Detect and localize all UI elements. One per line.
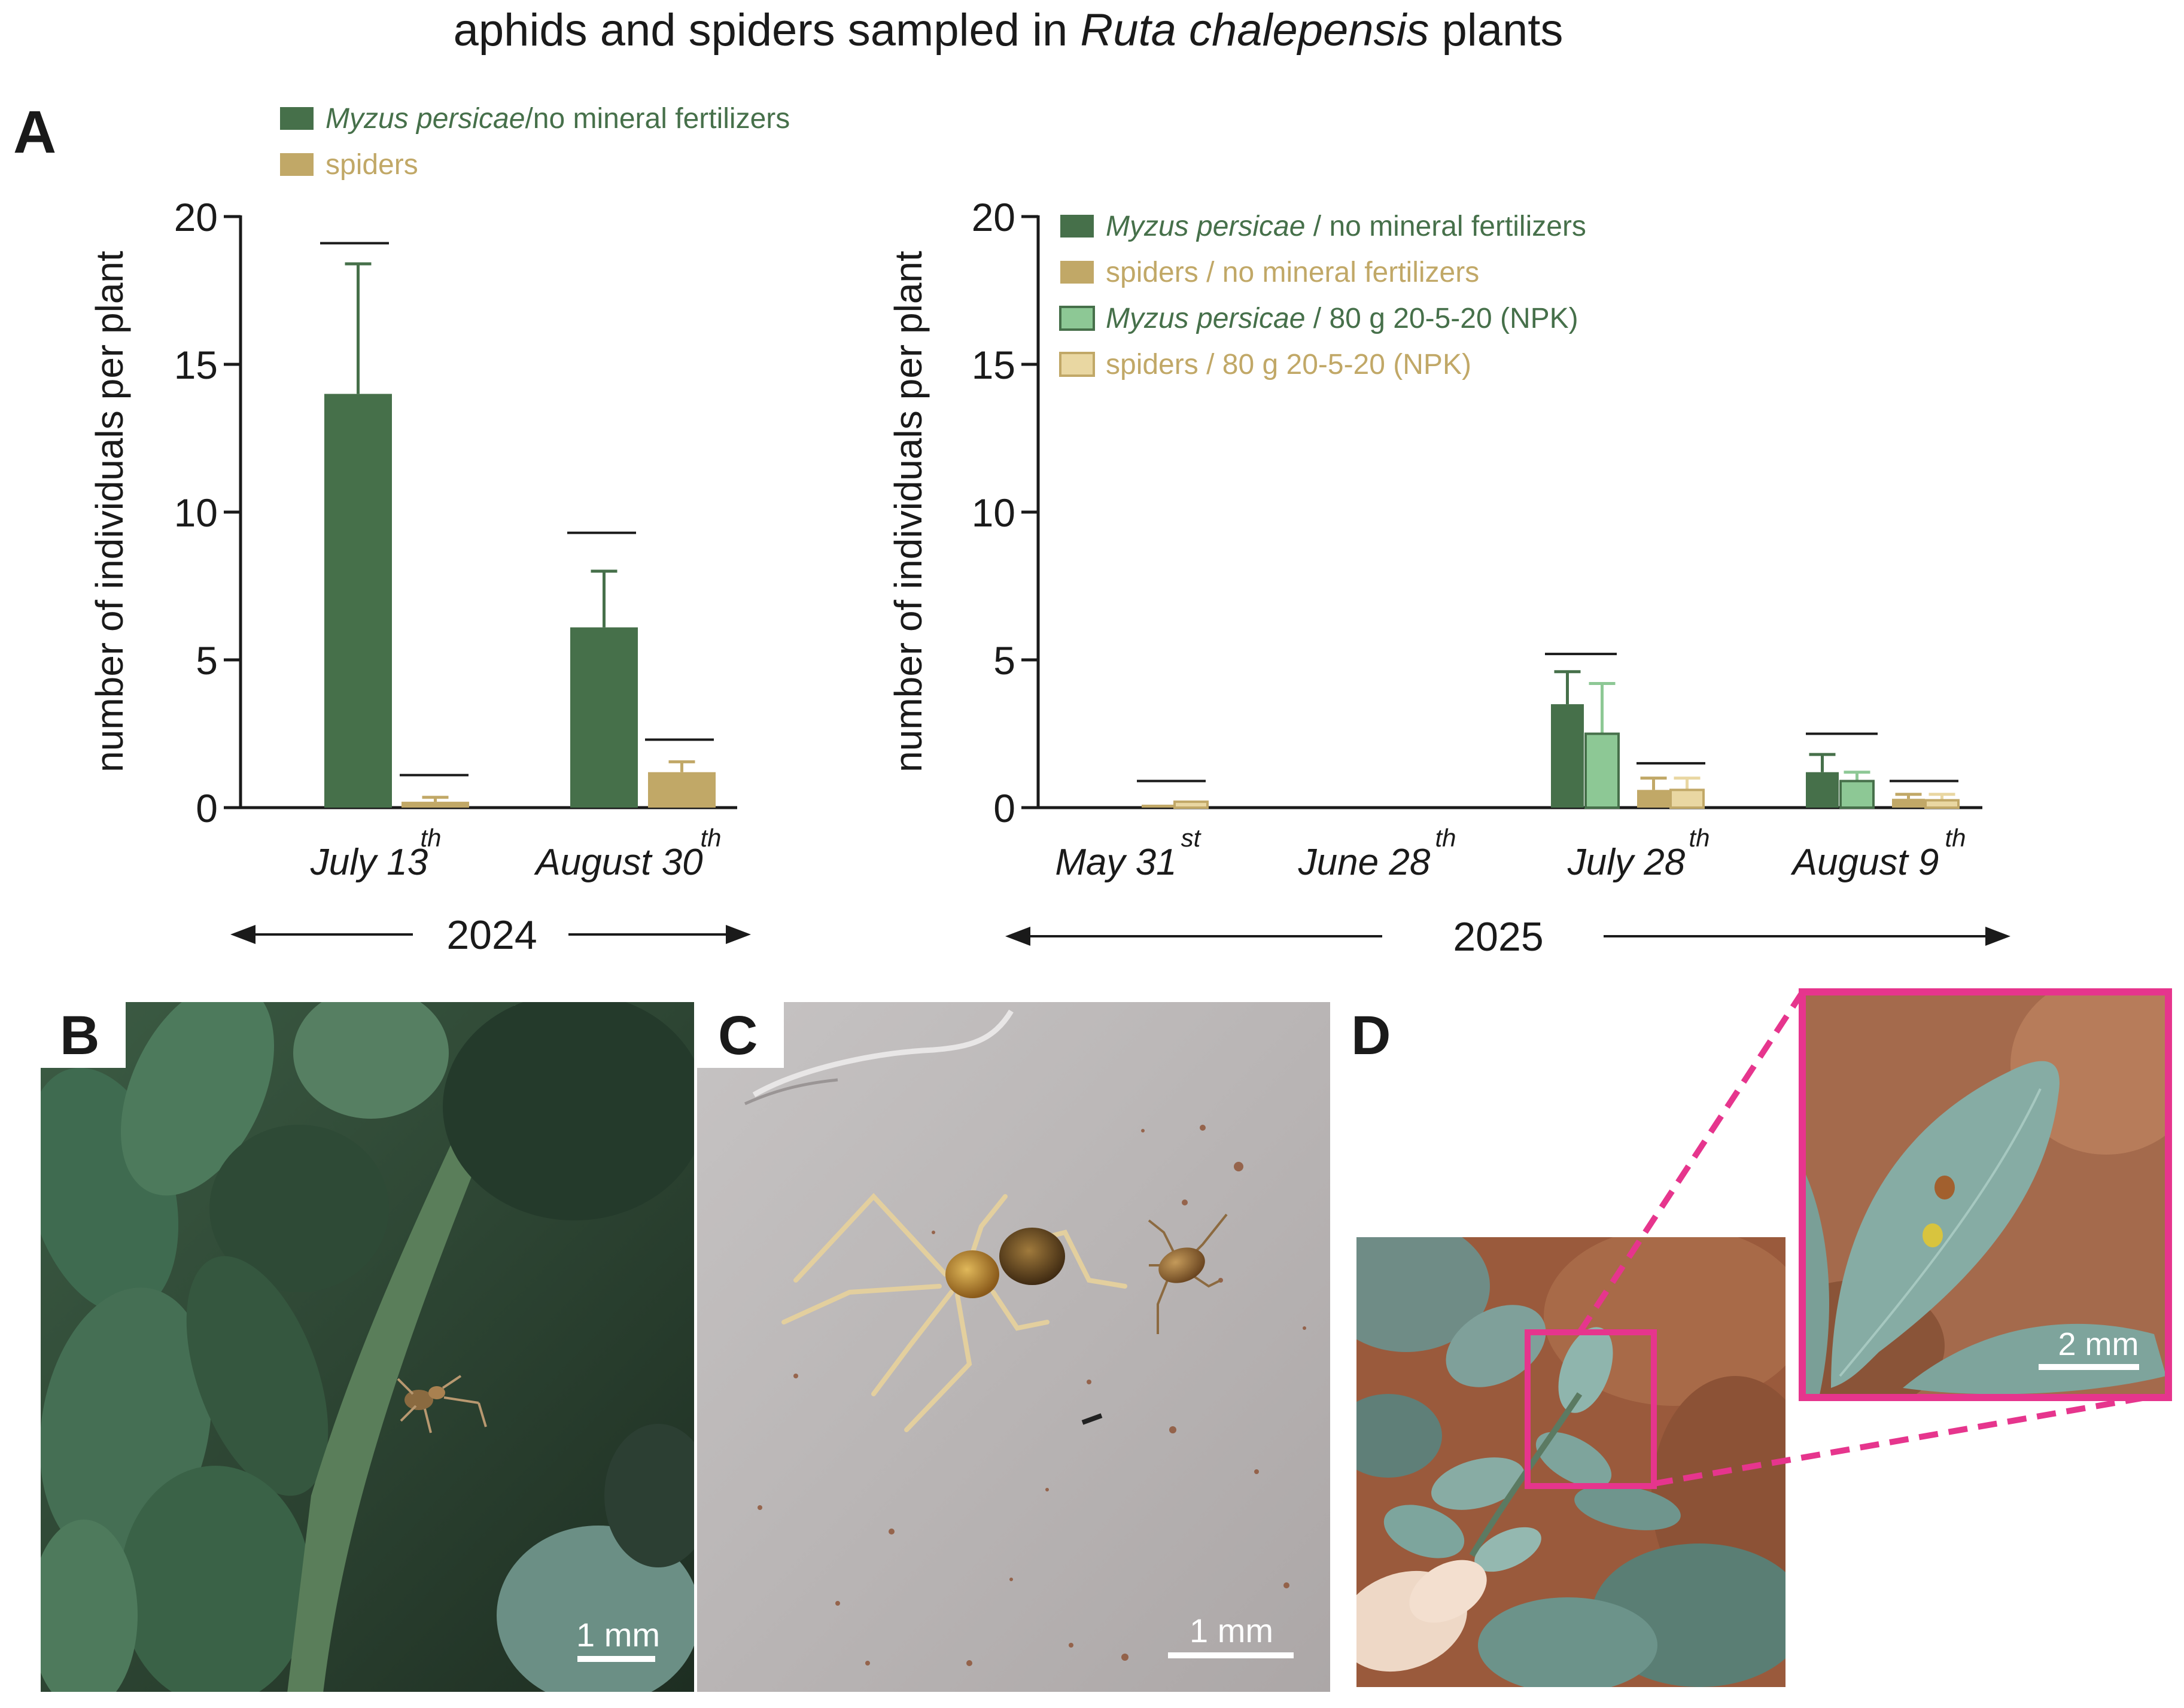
legend-swatch (1060, 215, 1094, 238)
y-axis-label: number of individuals per plant (887, 251, 930, 772)
spider-photo-c (781, 1193, 1127, 1432)
legend-entry: Myzus persicae / 80 g 20-5-20 (NPK) (1106, 303, 1578, 334)
legend-entry: Myzus persicae/no mineral fertilizers (326, 103, 790, 135)
bar (1637, 790, 1670, 808)
bar (324, 394, 392, 808)
bar (1142, 805, 1175, 808)
scale-label-b: 1 mm (576, 1616, 660, 1654)
arrowhead-left (230, 925, 255, 944)
bar (1584, 732, 1620, 809)
scale-bar-b (577, 1656, 655, 1662)
y-tick-label: 20 (174, 195, 218, 239)
bar (570, 627, 638, 808)
category-label-superscript: th (1689, 824, 1710, 852)
leaf-inset (1831, 1061, 2060, 1388)
legend-entry-text: /no mineral fertilizers (525, 103, 790, 135)
inset-frame (1799, 988, 2172, 1401)
legend-swatch (1059, 352, 1095, 377)
zoom-box (1525, 1329, 1657, 1489)
zoom-connector-top (1577, 992, 1804, 1334)
category-label-superscript: th (420, 824, 441, 852)
panel-label-b: B (60, 1005, 99, 1066)
legend-entry: spiders / no mineral fertilizers (1106, 257, 1479, 288)
arrowhead-right (1985, 927, 2010, 946)
category-label: June 28 (1298, 842, 1431, 883)
arrowhead-left (1005, 927, 1030, 946)
panel-label-a: A (13, 99, 56, 166)
bar (1551, 704, 1584, 808)
legend-swatch (280, 107, 314, 130)
y-tick-label: 0 (993, 786, 1015, 830)
photo-d-inset (1802, 992, 2168, 1398)
panel-label-c: C (718, 1005, 758, 1066)
photo-b (41, 1002, 694, 1692)
category-label: August 9 (1790, 842, 1939, 883)
bar (401, 802, 469, 808)
scale-label-d: 2 mm (2058, 1326, 2139, 1362)
arrowhead-right (726, 925, 751, 944)
bar (1924, 799, 1960, 809)
category-label-superscript: th (1435, 824, 1456, 852)
bar (1173, 800, 1209, 809)
photo-d (1356, 1237, 1785, 1687)
legend-entry: spiders / 80 g 20-5-20 (NPK) (1106, 349, 1471, 380)
legend-entry: spiders (326, 149, 418, 181)
aphid-nymph-inset (1923, 1223, 1943, 1247)
legend-swatch (1060, 261, 1094, 284)
y-tick-label: 10 (174, 491, 218, 535)
scale-bar-d (2039, 1364, 2139, 1370)
category-label: July 13 (310, 842, 428, 883)
y-tick-label: 20 (972, 195, 1015, 239)
category-label: May 31 (1055, 842, 1176, 883)
legend-entry-text: spiders / no mineral fertilizers (1106, 257, 1479, 288)
y-tick-label: 10 (972, 491, 1015, 535)
category-label-superscript: th (1945, 824, 1966, 852)
category-label: July 28 (1567, 842, 1686, 883)
y-tick-label: 5 (196, 638, 218, 683)
y-axis-label: number of individuals per plant (88, 251, 131, 772)
legend-entry-text: spiders / 80 g 20-5-20 (NPK) (1106, 349, 1471, 380)
legend-entry-species: Myzus persicae (1106, 303, 1305, 334)
legend-entry-text: / no mineral fertilizers (1305, 211, 1586, 242)
spider-photo-b (397, 1375, 487, 1433)
scale-bar-c (1168, 1652, 1294, 1658)
bar (1892, 799, 1925, 808)
bar (1806, 772, 1839, 808)
legend-entry-species: Myzus persicae (1106, 211, 1305, 242)
aphid-photo-c (1148, 1213, 1228, 1334)
y-tick-label: 15 (972, 343, 1015, 387)
category-label-superscript: th (700, 824, 721, 852)
legend-swatch (1059, 306, 1095, 331)
category-label: August 30 (533, 842, 702, 883)
y-tick-label: 5 (993, 638, 1015, 683)
panel-label-d: D (1351, 1005, 1391, 1066)
legend-entry-species: Myzus persicae (326, 103, 525, 135)
year-label: 2025 (1453, 914, 1543, 960)
aphid-inset (1934, 1176, 1955, 1199)
bar (1839, 780, 1875, 809)
legend-entry-text: / 80 g 20-5-20 (NPK) (1305, 303, 1578, 334)
category-label-superscript: st (1181, 824, 1202, 852)
y-tick-label: 15 (174, 343, 218, 387)
bar (648, 772, 716, 808)
chart-2024: 0 5 10 15 20 number of individuals per plant J… (88, 103, 790, 958)
figure-title: aphids and spiders sampled in Ruta chale… (454, 5, 1564, 56)
y-tick-label: 0 (196, 786, 218, 830)
bar (1669, 788, 1705, 809)
legend-entry-text: spiders (326, 149, 418, 181)
legend-swatch (280, 153, 314, 176)
zoom-connector-bottom (1653, 1391, 2167, 1487)
legend-entry: Myzus persicae / no mineral fertilizers (1106, 211, 1586, 242)
chart-2025: 0 5 10 15 20 number of individuals per plant M… (887, 195, 2010, 960)
scale-label-c: 1 mm (1190, 1612, 1273, 1649)
year-label: 2024 (446, 912, 537, 958)
photo-c (697, 1002, 1330, 1692)
